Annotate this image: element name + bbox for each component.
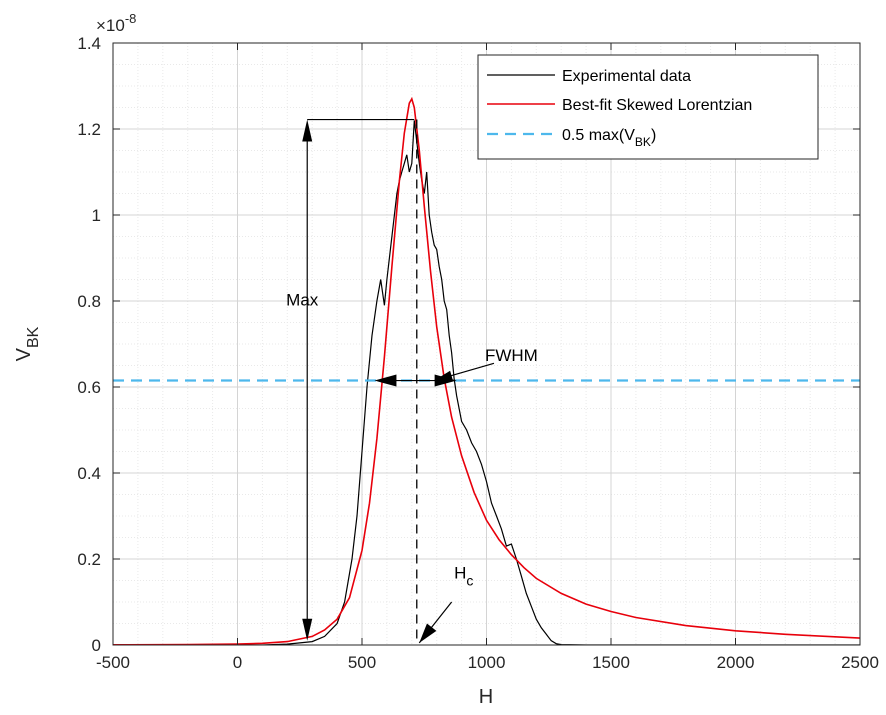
legend-label-half-max: 0.5 max(VBK) [562,127,656,149]
max-arrow-head-top [302,119,313,142]
x-tick-label: 2000 [717,653,755,672]
y-tick-label: 1.4 [77,34,101,53]
legend: Experimental data Best-fit Skewed Lorent… [477,54,819,160]
hc-pointer-head [419,623,437,643]
fwhm-annotation: FWHM [485,346,538,365]
minor-grid [113,43,860,645]
x-tick-label: 2500 [841,653,879,672]
x-axis-ticks: -500 0 500 1000 1500 2000 2500 [96,43,879,672]
plot-area [113,96,860,645]
y-axis-ticks: 0 0.2 0.4 0.6 0.8 1 1.2 1.4 [77,34,860,655]
y-tick-label: 0.4 [77,464,101,483]
y-tick-label: 1 [92,206,101,225]
y-tick-label: 0.2 [77,550,101,569]
max-arrow-head-bottom [302,618,313,641]
x-tick-label: 1000 [468,653,506,672]
legend-label-lorentzian: Best-fit Skewed Lorentzian [562,97,752,114]
y-tick-label: 1.2 [77,120,101,139]
series-best-fit-lorentzian-line [113,96,860,645]
legend-box [477,54,819,160]
hc-annotation: Hc [454,563,473,588]
series-experimental-data-line [113,120,860,645]
x-tick-label: -500 [96,653,130,672]
fwhm-arrow-head-left [374,374,397,387]
fwhm-pointer-head [434,370,453,381]
y-tick-label: 0 [92,636,101,655]
x-axis-label: H [479,686,493,708]
max-annotation: Max [286,290,319,309]
x-tick-label: 1500 [592,653,630,672]
y-tick-label: 0.6 [77,378,101,397]
x-tick-label: 0 [233,653,242,672]
x-tick-label: 500 [348,653,376,672]
legend-label-experimental: Experimental data [562,68,691,85]
y-tick-label: 0.8 [77,292,101,311]
y-axis-label: VBK [13,326,42,361]
y-exponent-label: ×10-8 [96,11,136,35]
